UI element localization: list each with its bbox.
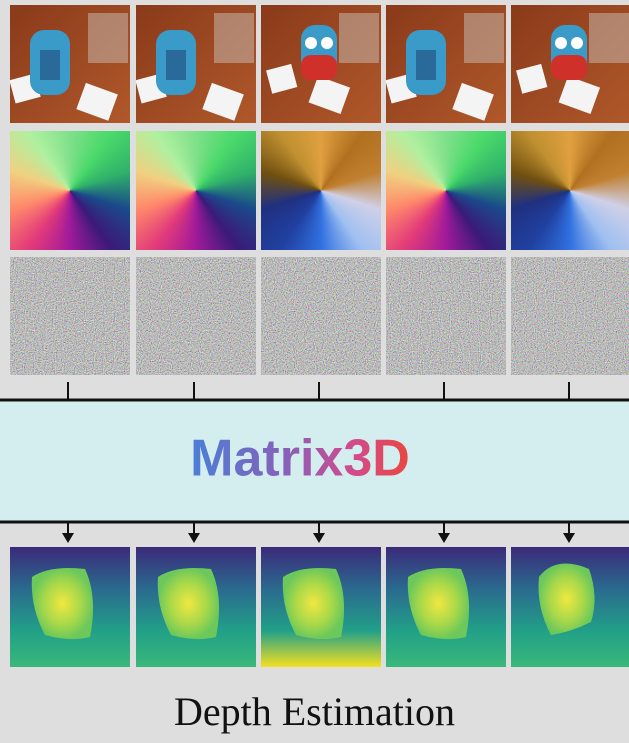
input-photo — [10, 5, 130, 123]
ray-map — [511, 131, 629, 250]
depth-map — [261, 547, 381, 667]
ray-map — [136, 131, 256, 250]
output-arrow — [62, 533, 74, 543]
input-photo — [136, 5, 256, 123]
output-arrow — [563, 533, 575, 543]
photo-art — [386, 5, 506, 123]
ray-map — [261, 131, 381, 250]
photo-art — [261, 5, 381, 123]
output-arrow — [188, 533, 200, 543]
noise-latent — [386, 257, 506, 375]
noise-art — [511, 257, 629, 375]
depth-art — [10, 547, 130, 667]
model-box — [0, 400, 629, 522]
connectors — [62, 382, 575, 543]
ray-map — [10, 131, 130, 250]
noise-latent — [10, 257, 130, 375]
output-arrow — [313, 533, 325, 543]
noise-latent — [511, 257, 629, 375]
noise-latent — [261, 257, 381, 375]
input-photo — [511, 5, 629, 123]
input-photo — [261, 5, 381, 123]
task-label: Depth Estimation — [173, 689, 456, 734]
photo-art — [136, 5, 256, 123]
noise-art — [386, 257, 506, 375]
depth-map — [10, 547, 130, 667]
model-name: Matrix3D — [190, 430, 410, 488]
depth-art — [136, 547, 256, 667]
depth-map — [511, 547, 629, 667]
depth-map — [386, 547, 506, 667]
photo-art — [10, 5, 130, 123]
ray-map — [386, 131, 506, 250]
depth-art — [261, 547, 381, 667]
noise-art — [261, 257, 381, 375]
depth-art — [511, 547, 629, 667]
depth-art — [386, 547, 506, 667]
noise-art — [136, 257, 256, 375]
depth-map — [136, 547, 256, 667]
noise-art — [10, 257, 130, 375]
photo-art — [511, 5, 629, 123]
input-photo — [386, 5, 506, 123]
noise-latent — [136, 257, 256, 375]
output-arrow — [438, 533, 450, 543]
